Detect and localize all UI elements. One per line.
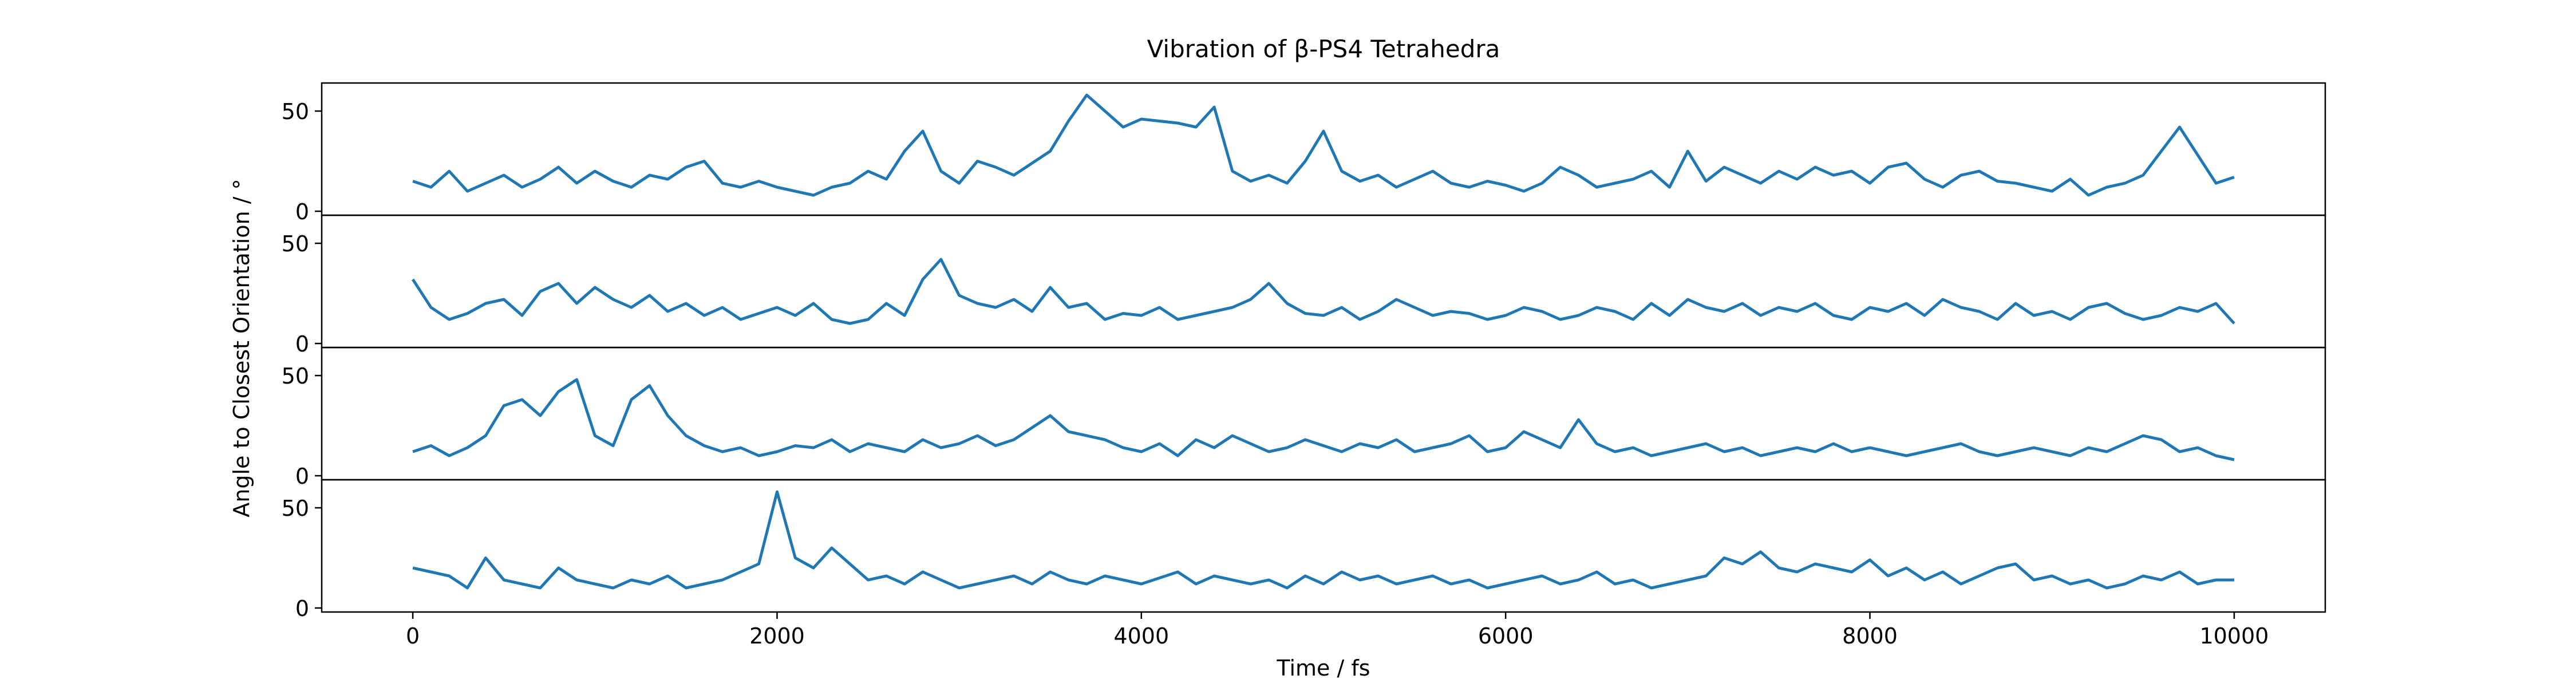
y-tick-label: 50 — [282, 496, 309, 521]
x-tick-label: 8000 — [1842, 623, 1898, 649]
panel-1: 0 50 — [282, 82, 2326, 224]
x-tick-label: 2000 — [749, 623, 805, 649]
y-tick-label: 50 — [282, 364, 309, 389]
series-line-2 — [412, 258, 2235, 325]
panel-frame-3 — [321, 346, 2326, 481]
y-tick-label: 0 — [295, 596, 309, 621]
panel-frame-4 — [321, 479, 2326, 613]
y-tick-label: 50 — [282, 99, 309, 124]
y-tick-label: 0 — [295, 331, 309, 357]
x-tick-label: 6000 — [1478, 623, 1534, 649]
x-tick-label: 0 — [406, 623, 420, 649]
series-line-3 — [412, 378, 2235, 461]
panel-2: 0 50 — [282, 214, 2326, 357]
x-tick-label: 10000 — [2199, 623, 2269, 649]
plot-panels: 0 50 0 50 0 50 0 50 — [282, 82, 2326, 621]
panel-3: 0 50 — [282, 346, 2326, 489]
panel-frame-1 — [321, 82, 2326, 216]
y-axis-label: Angle to Closest Orientation / ° — [229, 179, 254, 517]
chart-title: Vibration of β-PS4 Tetrahedra — [1147, 35, 1500, 63]
y-tick-label: 50 — [282, 231, 309, 256]
x-axis: 0 2000 4000 6000 8000 10000 — [406, 612, 2269, 649]
panel-frame-2 — [321, 214, 2326, 349]
y-tick-label: 0 — [295, 199, 309, 224]
x-axis-label: Time / fs — [1276, 656, 1370, 681]
panel-4: 0 50 — [282, 479, 2326, 621]
series-line-1 — [412, 93, 2235, 197]
y-tick-label: 0 — [295, 464, 309, 489]
x-tick-label: 4000 — [1113, 623, 1169, 649]
series-line-4 — [412, 490, 2234, 590]
